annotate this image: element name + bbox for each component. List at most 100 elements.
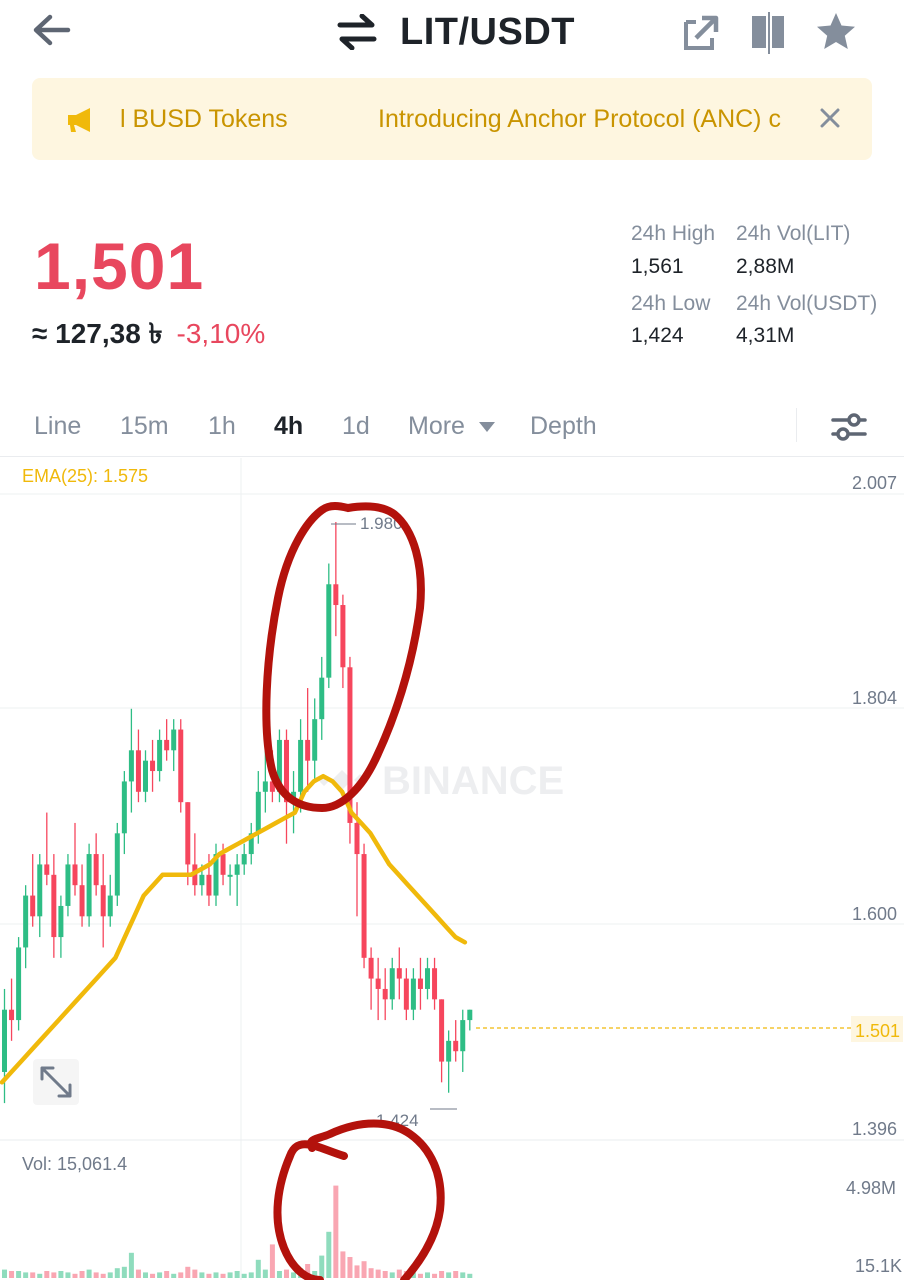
volume-bar (121, 1266, 127, 1278)
volume-bar (206, 1273, 212, 1278)
volume-bar (135, 1269, 141, 1278)
candle-body (262, 781, 268, 792)
candle-body (86, 854, 92, 917)
volume-bar (439, 1271, 445, 1278)
volume-bar (164, 1271, 170, 1278)
tabs-divider (0, 456, 904, 457)
candle-body (128, 750, 134, 782)
candle-body (467, 1009, 473, 1021)
volume-bar (2, 1269, 7, 1278)
expand-chart-button[interactable] (33, 1059, 79, 1105)
candle-body (37, 864, 43, 917)
volume-bar (248, 1272, 254, 1278)
current-price-tag (851, 1016, 903, 1042)
candle-body (16, 947, 22, 1021)
volume-bar (319, 1255, 325, 1278)
candle-body (65, 864, 71, 906)
volume-bar (9, 1271, 15, 1278)
announcement-banner[interactable]: l BUSD Tokens Introducing Anchor Protoco… (32, 78, 872, 160)
tab-depth[interactable]: Depth (530, 412, 597, 440)
volume-bar (425, 1272, 430, 1278)
volume-bar (284, 1269, 289, 1278)
candle-body (72, 864, 78, 886)
volume-bar (227, 1272, 233, 1278)
close-icon[interactable] (816, 104, 844, 132)
tab-15m[interactable]: 15m (120, 412, 169, 440)
volume-bar (192, 1269, 198, 1278)
volume-bar (16, 1271, 22, 1278)
low-value: 1,424 (631, 324, 684, 347)
volume-bar (354, 1265, 360, 1278)
candle-body (199, 874, 205, 886)
candle-body (354, 822, 360, 855)
tab-line[interactable]: Line (34, 412, 82, 440)
volume-bar (114, 1268, 120, 1278)
volume-bar (368, 1268, 374, 1278)
candle-body (396, 968, 402, 979)
volume-bar (199, 1272, 205, 1278)
candle-body (150, 760, 156, 772)
volume-bar (51, 1272, 57, 1278)
tab-1h[interactable]: 1h (208, 412, 236, 440)
candle-body (389, 968, 395, 1000)
candle-body (100, 885, 106, 917)
share-icon[interactable] (682, 12, 722, 52)
volume-bar (375, 1269, 381, 1278)
sliders-settings-icon[interactable] (830, 410, 868, 444)
candle-body (79, 885, 85, 917)
candle-body (157, 739, 163, 772)
volume-bar (150, 1273, 156, 1278)
announcement-text-1[interactable]: l BUSD Tokens (120, 105, 288, 133)
star-icon[interactable] (814, 10, 858, 54)
candlestick-chart[interactable]: BINANCE EMA(25): 1.575 2.007 1.804 1.600… (0, 458, 904, 1280)
announcement-text-2[interactable]: Introducing Anchor Protocol (ANC) c (378, 105, 781, 133)
price-axis-label: 1.396 (852, 1119, 897, 1139)
volume-bar (361, 1261, 367, 1278)
binance-watermark: BINANCE (318, 759, 564, 803)
price-axis-label: 1.804 (852, 688, 897, 708)
volume-bar (410, 1272, 416, 1278)
candle-body (425, 968, 430, 989)
candle-body (227, 874, 233, 877)
candle-body (276, 739, 282, 792)
annotation-circle-top (262, 502, 425, 813)
volume-bar (262, 1269, 268, 1278)
volume-bar (241, 1273, 247, 1278)
swap-arrows-icon (337, 14, 377, 50)
volume-bar (382, 1271, 388, 1278)
high-value: 1,561 (631, 255, 684, 278)
volume-bar (326, 1231, 332, 1278)
volume-bar (213, 1272, 219, 1278)
volume-bar (93, 1272, 99, 1278)
candle-body (185, 802, 191, 865)
pair-title: LIT/USDT (400, 10, 575, 53)
candle-body (171, 729, 177, 751)
volume-bar (333, 1185, 339, 1278)
caret-down-icon (478, 422, 495, 433)
tab-1d[interactable]: 1d (342, 412, 370, 440)
tab-more[interactable]: More (408, 412, 496, 441)
volume-bar (220, 1273, 226, 1278)
volume-bar (107, 1272, 113, 1278)
volume-bar (86, 1269, 92, 1278)
vol-base-value: 2,88M (736, 255, 795, 278)
layout-icon[interactable] (748, 10, 788, 54)
volume-bar (305, 1264, 311, 1278)
candle-body (453, 1040, 459, 1052)
price-axis-label: 2.007 (852, 473, 897, 493)
candle-body (326, 584, 332, 678)
high-label: 24h High (631, 222, 716, 245)
tab-4h[interactable]: 4h (274, 412, 304, 440)
candle-body (333, 584, 339, 606)
candle-body (460, 1020, 466, 1052)
volume-bar (178, 1272, 184, 1278)
volume-bar (460, 1272, 466, 1278)
vol-quote-label: 24h Vol(USDT) (736, 292, 878, 315)
volume-bar (157, 1272, 163, 1278)
candle-body (340, 605, 346, 668)
volume-bar (37, 1273, 43, 1278)
fiat-value: ≈ 127,38 ৳ (32, 318, 163, 349)
arrow-left-icon[interactable] (28, 10, 76, 50)
pair-selector[interactable]: LIT/USDT (336, 10, 575, 54)
last-price: 1,501 (34, 229, 205, 303)
